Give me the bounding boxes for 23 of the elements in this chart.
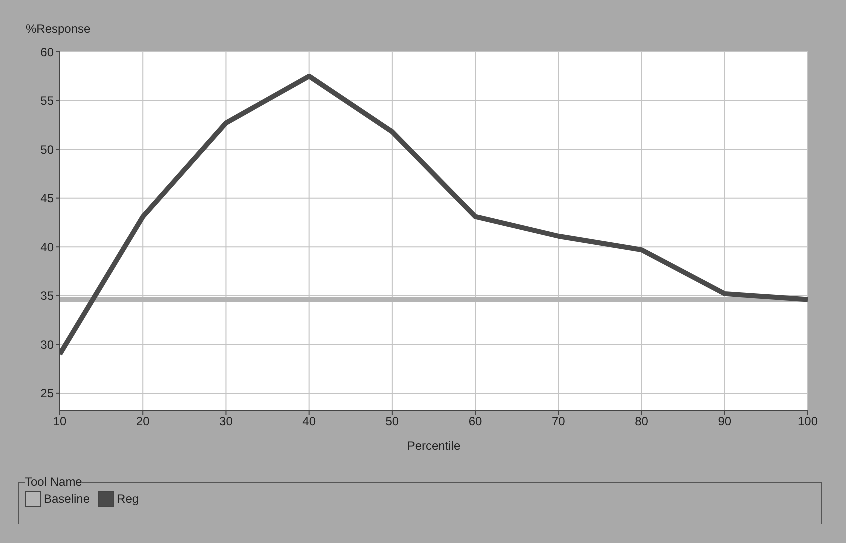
x-tick-label: 10 (53, 414, 67, 429)
y-tick-label: 60 (40, 45, 54, 60)
x-tick-label: 60 (468, 414, 483, 429)
x-tick-label: 70 (552, 414, 566, 429)
x-tick-label: 100 (798, 414, 818, 429)
x-axis-title: Percentile (407, 439, 461, 453)
y-axis-title: %Response (26, 22, 91, 36)
legend-title: Tool Name (25, 475, 82, 489)
y-tick-label: 55 (40, 94, 54, 108)
x-tick-label: 20 (136, 414, 150, 429)
x-tick-label: 80 (635, 414, 649, 429)
x-tick-label: 50 (386, 414, 400, 429)
y-tick-label: 45 (40, 192, 54, 206)
y-tick-label: 25 (40, 386, 54, 401)
y-tick-label: 40 (40, 240, 54, 254)
y-tick-label: 50 (40, 142, 54, 157)
x-tick-label: 40 (302, 414, 316, 429)
legend-label: Reg (117, 492, 140, 506)
legend-label: Baseline (44, 492, 90, 506)
x-tick-label: 30 (220, 414, 234, 429)
x-tick-label: 90 (718, 414, 732, 429)
y-tick-label: 30 (40, 338, 54, 352)
y-tick-label: 35 (40, 289, 54, 304)
